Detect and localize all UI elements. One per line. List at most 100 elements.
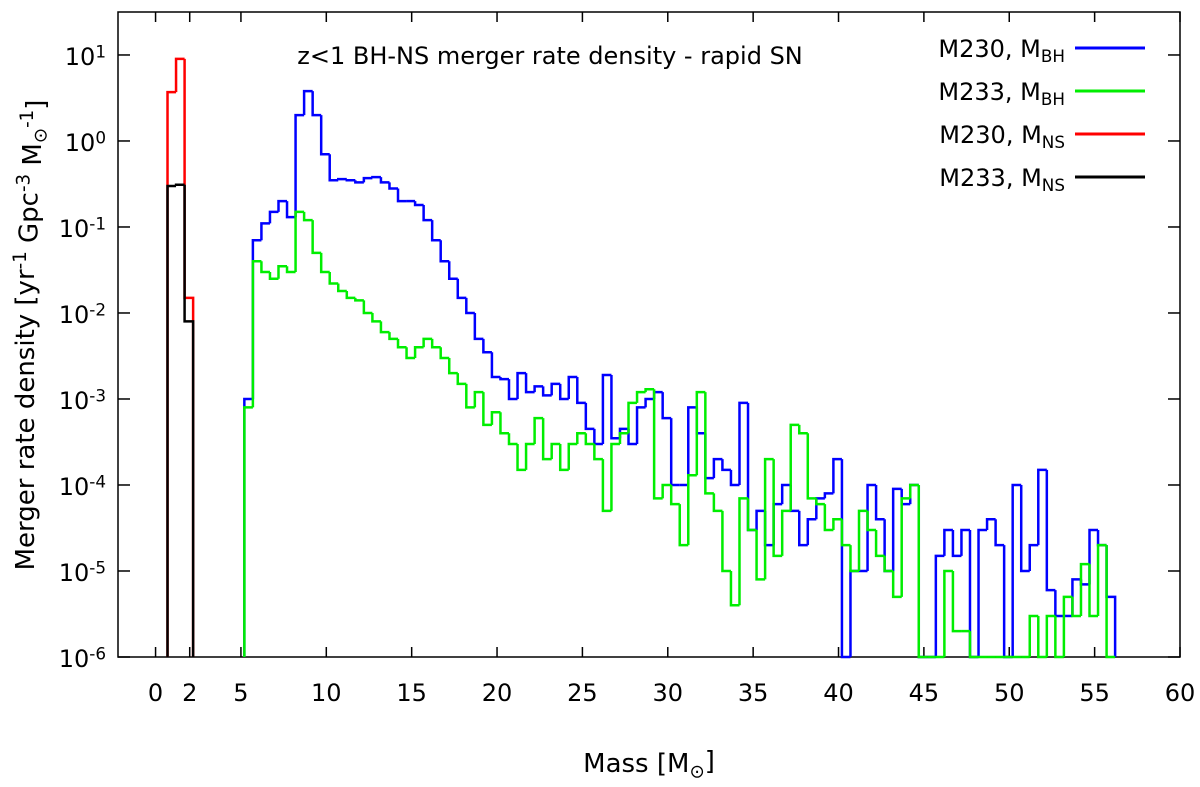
histogram-step	[362, 300, 373, 315]
histogram-step	[772, 502, 783, 546]
histogram-step	[268, 210, 279, 224]
histogram-step	[422, 205, 433, 222]
histogram-step	[618, 431, 629, 444]
histogram-step	[908, 483, 919, 505]
y-axis-label: Merger rate density [yr-1 Gpc-3 M⊙-1]	[10, 100, 52, 571]
histogram-step	[285, 201, 296, 219]
histogram-step	[516, 371, 527, 399]
histogram-step	[362, 176, 373, 183]
histogram-step	[1019, 484, 1030, 573]
histogram-step	[1088, 564, 1099, 618]
histogram-step	[832, 457, 842, 494]
histogram-step	[422, 337, 433, 348]
x-tick-label: 55	[1079, 679, 1110, 707]
histogram-step	[379, 177, 390, 184]
histogram-step	[354, 180, 364, 184]
histogram-step	[593, 428, 603, 446]
x-tick-label: 5	[233, 679, 248, 707]
histogram-step	[601, 373, 612, 444]
histogram-step	[652, 390, 663, 399]
histogram-step	[806, 517, 817, 546]
histogram-step	[1079, 579, 1090, 586]
histogram-step	[874, 529, 885, 558]
histogram-step	[439, 347, 450, 360]
histogram-step	[883, 555, 894, 573]
histogram-step	[644, 387, 655, 393]
histogram-step	[396, 338, 407, 349]
histogram-step	[738, 497, 749, 606]
histogram-step	[1096, 543, 1107, 616]
histogram-step	[729, 469, 740, 487]
histogram-step	[499, 377, 509, 381]
histogram-step	[669, 418, 680, 487]
histogram-step	[533, 416, 544, 444]
histogram-step	[447, 261, 458, 281]
histogram-step	[908, 483, 919, 499]
histogram-step	[601, 459, 612, 513]
histogram-step	[558, 443, 569, 472]
histogram-step	[294, 210, 305, 272]
histogram-step	[627, 401, 638, 434]
histogram-step	[183, 58, 195, 657]
histogram-step	[533, 385, 544, 393]
histogram-step	[738, 401, 749, 485]
y-tick-label: 10-4	[59, 471, 106, 501]
histogram-step	[166, 184, 177, 657]
histogram-step	[277, 199, 288, 212]
legend-label: M233, MBH	[938, 78, 1065, 109]
y-tick-label: 10-6	[59, 643, 106, 673]
histogram-step	[789, 484, 800, 513]
x-tick-label: 10	[311, 679, 342, 707]
histogram-step	[849, 545, 860, 573]
histogram-step	[183, 184, 195, 657]
histogram-step	[456, 373, 467, 386]
histogram-step	[1105, 545, 1116, 659]
histogram-step	[849, 569, 860, 657]
histogram-step	[755, 509, 766, 530]
histogram-step	[763, 510, 774, 547]
histogram-step	[524, 373, 535, 394]
histogram-step	[1071, 596, 1081, 618]
histogram-step	[371, 175, 381, 179]
histogram-step	[439, 240, 450, 263]
histogram-step	[541, 418, 552, 461]
histogram-step	[652, 389, 663, 500]
histogram-step	[541, 386, 552, 397]
histogram-step	[934, 554, 945, 657]
histogram-step	[465, 297, 475, 315]
histogram-step	[678, 504, 689, 547]
histogram-step	[319, 252, 330, 274]
histogram-step	[721, 510, 731, 573]
histogram-step	[260, 222, 270, 241]
histogram-step	[166, 90, 177, 657]
histogram-step	[499, 412, 509, 435]
histogram-step	[704, 392, 714, 495]
histogram-step	[968, 529, 979, 659]
histogram-step	[857, 509, 868, 571]
histogram-step	[1054, 590, 1064, 618]
y-tick-label: 10-2	[59, 299, 106, 329]
histogram-step	[243, 406, 253, 657]
histogram-step	[413, 345, 424, 358]
histogram-step	[943, 528, 953, 556]
histogram-step	[695, 407, 706, 435]
legend-label: M230, MBH	[938, 35, 1065, 66]
histogram-step	[687, 406, 697, 485]
y-tick-label: 101	[65, 41, 106, 71]
histogram-step	[379, 321, 390, 334]
x-tick-label: 60	[1165, 679, 1196, 707]
histogram-step	[798, 424, 808, 435]
y-tick-label: 10-1	[59, 213, 106, 243]
histogram-step	[806, 433, 817, 500]
histogram-step	[832, 517, 842, 530]
histogram-step	[900, 488, 911, 506]
histogram-step	[1054, 615, 1064, 659]
x-tick-label: 20	[482, 679, 513, 707]
histogram-step	[712, 457, 723, 479]
histogram-step	[1037, 468, 1047, 546]
histogram-step	[627, 428, 638, 446]
histogram-step	[840, 519, 851, 547]
histogram-step	[721, 459, 731, 472]
x-tick-label: 2	[182, 679, 197, 707]
x-tick-label: 35	[738, 679, 769, 707]
